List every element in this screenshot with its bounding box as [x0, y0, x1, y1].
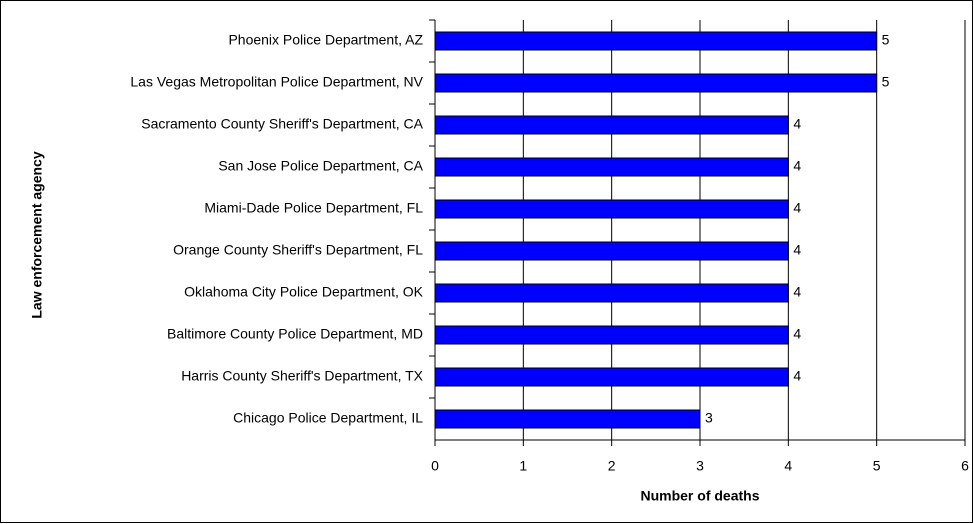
data-label: 3: [705, 410, 713, 426]
data-label: 4: [793, 326, 801, 342]
bar: [434, 283, 789, 303]
y-axis-label: Law enforcement agency: [29, 151, 45, 318]
bar: [434, 325, 789, 345]
data-label: 4: [793, 116, 801, 132]
bar: [434, 31, 878, 51]
y-tick-label: Sacramento County Sheriff's Department, …: [141, 116, 423, 132]
bar: [434, 241, 789, 261]
x-tick-label: 3: [696, 458, 704, 474]
x-tick-label: 1: [519, 458, 527, 474]
x-tick-label: 6: [961, 458, 969, 474]
y-tick-label: Chicago Police Department, IL: [233, 410, 423, 426]
bar: [434, 115, 789, 135]
y-tick-label: Oklahoma City Police Department, OK: [184, 284, 424, 300]
y-tick-label: Miami-Dade Police Department, FL: [204, 200, 423, 216]
data-label: 4: [793, 242, 801, 258]
data-label: 4: [793, 200, 801, 216]
bar: [434, 409, 701, 429]
data-label: 4: [793, 158, 801, 174]
data-label: 4: [793, 368, 801, 384]
x-tick-label: 2: [608, 458, 616, 474]
y-tick-label: Las Vegas Metropolitan Police Department…: [130, 74, 423, 90]
bar: [434, 367, 789, 387]
y-tick-label: Phoenix Police Department, AZ: [228, 32, 423, 48]
x-tick-label: 0: [431, 458, 439, 474]
x-tick-label: 5: [873, 458, 881, 474]
data-label: 5: [882, 74, 890, 90]
bar: [434, 157, 789, 177]
x-axis-label: Number of deaths: [640, 488, 759, 504]
y-tick-label: Baltimore County Police Department, MD: [167, 326, 423, 342]
y-tick-label: Harris County Sheriff's Department, TX: [181, 368, 423, 384]
y-tick-label: Orange County Sheriff's Department, FL: [173, 242, 423, 258]
x-tick-label: 4: [784, 458, 792, 474]
data-label: 5: [882, 32, 890, 48]
bar: [434, 73, 878, 93]
y-tick-label: San Jose Police Department, CA: [218, 158, 423, 174]
data-label: 4: [793, 284, 801, 300]
bar: [434, 199, 789, 219]
